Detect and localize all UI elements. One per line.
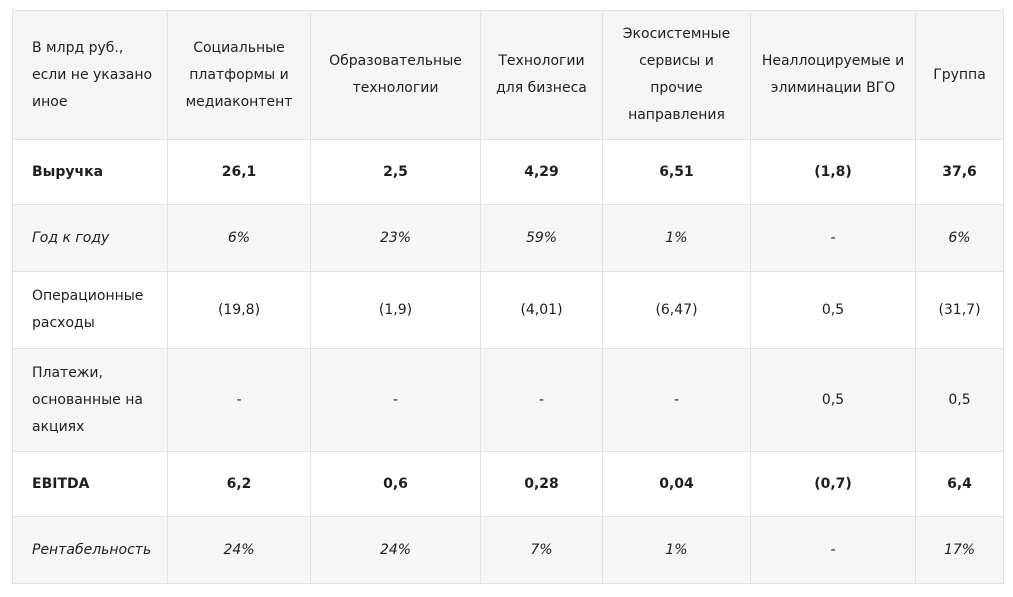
row-label: Платежи, основанные на акциях [12,348,168,452]
table-cell: - [750,204,916,272]
table-cell: 0,6 [310,451,481,517]
table-cell: 2,5 [310,139,481,205]
table-cell: (31,7) [915,271,1004,349]
table-cell: 23% [310,204,481,272]
table-cell: (0,7) [750,451,916,517]
table-cell: 0,5 [915,348,1004,452]
table-row-share-based-payments: Платежи, основанные на акциях - - - - 0,… [12,348,1004,452]
table-cell: - [480,348,603,452]
header-ecosystem: Экосистемные сервисы и прочие направлени… [602,10,751,140]
table-cell: 0,5 [750,271,916,349]
header-unallocated: Неаллоцируемые и элиминации ВГО [750,10,916,140]
table-cell: - [167,348,311,452]
table-row-revenue: Выручка 26,1 2,5 4,29 6,51 (1,8) 37,6 [12,139,1004,205]
table-cell: 6,4 [915,451,1004,517]
table-cell: 24% [310,516,481,584]
table-row-opex: Операционные расходы (19,8) (1,9) (4,01)… [12,271,1004,349]
table-header-row: В млрд руб., если не указано иное Социал… [12,10,1004,140]
table-cell: 1% [602,204,751,272]
table-cell: (1,9) [310,271,481,349]
table-row-margin: Рентабельность 24% 24% 7% 1% - 17% [12,516,1004,584]
row-label: Рентабельность [12,516,168,584]
table-cell: 0,5 [750,348,916,452]
table-cell: 17% [915,516,1004,584]
financial-table-container: В млрд руб., если не указано иное Социал… [12,10,1004,584]
table-cell: 4,29 [480,139,603,205]
header-edtech: Образовательные технологии [310,10,481,140]
table-cell: 59% [480,204,603,272]
segment-financials-table: В млрд руб., если не указано иное Социал… [12,10,1004,584]
table-cell: 6% [915,204,1004,272]
table-cell: 6,51 [602,139,751,205]
table-cell: - [310,348,481,452]
header-social-platforms: Социальные платформы и медиаконтент [167,10,311,140]
table-cell: - [602,348,751,452]
header-group: Группа [915,10,1004,140]
table-row-yoy: Год к году 6% 23% 59% 1% - 6% [12,204,1004,272]
row-label: Операционные расходы [12,271,168,349]
table-cell: (19,8) [167,271,311,349]
row-label: EBITDA [12,451,168,517]
table-cell: (6,47) [602,271,751,349]
table-cell: 0,04 [602,451,751,517]
table-cell: 6% [167,204,311,272]
table-cell: (1,8) [750,139,916,205]
table-cell: 6,2 [167,451,311,517]
table-cell: 1% [602,516,751,584]
table-cell: 24% [167,516,311,584]
table-cell: 37,6 [915,139,1004,205]
table-cell: 0,28 [480,451,603,517]
table-cell: 26,1 [167,139,311,205]
table-row-ebitda: EBITDA 6,2 0,6 0,28 0,04 (0,7) 6,4 [12,451,1004,517]
table-cell: 7% [480,516,603,584]
header-business-tech: Технологии для бизнеса [480,10,603,140]
row-label: Выручка [12,139,168,205]
row-label: Год к году [12,204,168,272]
table-cell: (4,01) [480,271,603,349]
header-units: В млрд руб., если не указано иное [12,10,168,140]
table-cell: - [750,516,916,584]
